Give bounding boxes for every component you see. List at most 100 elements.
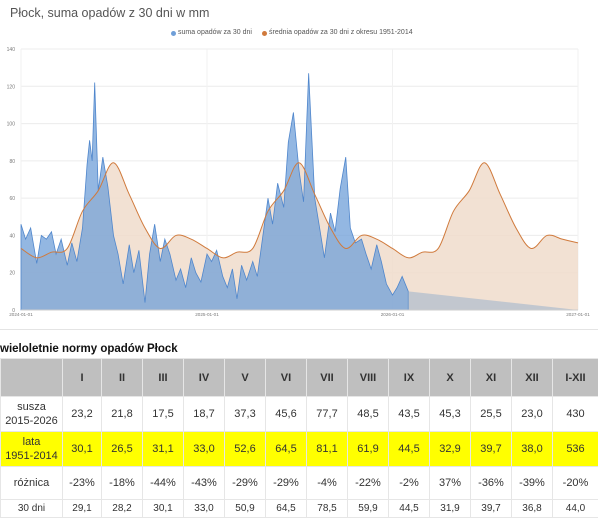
table-cell: 17,5 — [142, 396, 184, 432]
table-header-cell: V — [224, 358, 266, 397]
table-row-label: susza 2015-2026 — [0, 396, 63, 432]
table-cell: 23,2 — [62, 396, 102, 432]
table-cell: 39,7 — [470, 499, 512, 518]
table-cell: 45,3 — [429, 396, 471, 432]
table-header-cell: IX — [388, 358, 430, 397]
table-cell: 50,9 — [224, 499, 266, 518]
y-tick-label: 40 — [9, 233, 15, 239]
table-row-difference: różnica -23% -18% -44% -43% -29% -29% -4% -22% -2… — [0, 466, 598, 500]
table-cell: -43% — [183, 466, 225, 500]
table-header-cell: II — [101, 358, 143, 397]
table-cell: 43,5 — [388, 396, 430, 432]
table-cell: 25,5 — [470, 396, 512, 432]
norms-table: I II III IV V VI VII VIII IX X XI XII I-XII susza 201… — [0, 358, 598, 518]
table-cell: 23,0 — [511, 396, 553, 432]
row-label-line1: lata — [22, 436, 41, 448]
table-header-cell: I — [62, 358, 102, 397]
series-actual-area — [20, 73, 409, 311]
table-cell: 39,7 — [470, 431, 512, 467]
table-cell: 52,6 — [224, 431, 266, 467]
precipitation-chart: 0 20 40 60 80 100 120 140 2024-01-01 2025-01-01 20… — [7, 47, 591, 317]
legend-series1[interactable]: suma opadów za 30 dni — [178, 29, 252, 36]
table-header-row: I II III IV V VI VII VIII IX X XI XII I-XII — [0, 358, 598, 397]
table-row-label: różnica — [0, 466, 63, 500]
y-tick-label: 80 — [9, 159, 15, 165]
table-cell: 59,9 — [347, 499, 389, 518]
table-cell: 18,7 — [183, 396, 225, 432]
table-cell: 44,5 — [388, 499, 430, 518]
y-tick-label: 20 — [9, 271, 15, 277]
y-tick-label: 120 — [7, 84, 16, 90]
table-cell: 33,0 — [183, 499, 225, 518]
table-cell: 77,7 — [306, 396, 348, 432]
table-header-cell: III — [142, 358, 184, 397]
series-actual-projection — [408, 291, 578, 310]
table-cell: 30,1 — [62, 431, 102, 467]
legend-swatch-series1 — [171, 31, 176, 36]
table-row-drought: susza 2015-2026 23,2 21,8 17,5 18,7 37,3 45,6 77… — [0, 396, 598, 432]
table-cell: 28,2 — [101, 499, 143, 518]
table-cell: 81,1 — [306, 431, 348, 467]
table-cell: 37,3 — [224, 396, 266, 432]
table-header-corner — [0, 358, 63, 397]
table-cell: -22% — [347, 466, 389, 500]
x-tick-label: 2024-01-01 — [9, 312, 33, 317]
y-tick-label: 100 — [7, 122, 16, 128]
series-average-line — [20, 162, 579, 259]
table-cell: 21,8 — [101, 396, 143, 432]
table-cell: -18% — [101, 466, 143, 500]
table-header-cell: VII — [306, 358, 348, 397]
table-header-cell: IV — [183, 358, 225, 397]
table-row-30-days: 30 dni 29,1 28,2 30,1 33,0 50,9 64,5 78,5 59,9 44… — [0, 499, 598, 518]
table-cell: 61,9 — [347, 431, 389, 467]
chart-title: Płock, suma opadów z 30 dni w mm — [10, 6, 210, 20]
table-header-cell: X — [429, 358, 471, 397]
table-cell: -23% — [62, 466, 102, 500]
row-label-line1: susza — [17, 401, 46, 413]
row-label-line1: różnica — [13, 477, 50, 489]
table-header-cell: XI — [470, 358, 512, 397]
table-cell: 31,9 — [429, 499, 471, 518]
table-cell: -2% — [388, 466, 430, 500]
table-row-label: lata 1951-2014 — [0, 431, 63, 467]
x-tick-label: 2027-01-01 — [566, 312, 590, 317]
row-label-line2: 2015-2026 — [5, 415, 58, 427]
table-cell: -20% — [552, 466, 598, 500]
table-header-cell: XII — [511, 358, 553, 397]
table-cell: 38,0 — [511, 431, 553, 467]
table-cell: 48,5 — [347, 396, 389, 432]
table-cell: 32,9 — [429, 431, 471, 467]
table-cell: 44,5 — [388, 431, 430, 467]
table-cell: 36,8 — [511, 499, 553, 518]
legend-swatch-series2 — [262, 31, 267, 36]
y-tick-label: 60 — [9, 196, 15, 202]
table-cell: 430 — [552, 396, 598, 432]
x-tick-label: 2026-01-01 — [381, 312, 405, 317]
table-cell: 44,0 — [552, 499, 598, 518]
row-label-line2: 1951-2014 — [5, 450, 58, 462]
table-header-cell: I-XII — [552, 358, 598, 397]
table-cell: 33,0 — [183, 431, 225, 467]
y-tick-label: 140 — [7, 47, 16, 53]
norms-table-title: wieloletnie normy opadów Płock — [0, 343, 178, 355]
table-row-norm: lata 1951-2014 30,1 26,5 31,1 33,0 52,6 64,5 81,… — [0, 431, 598, 467]
table-header-cell: VIII — [347, 358, 389, 397]
table-cell: -39% — [511, 466, 553, 500]
y-tick-label: 0 — [12, 308, 15, 314]
table-cell: 64,5 — [265, 431, 307, 467]
row-label-line1: 30 dni — [17, 502, 46, 514]
table-cell: -4% — [306, 466, 348, 500]
table-cell: 37% — [429, 466, 471, 500]
table-cell: 31,1 — [142, 431, 184, 467]
table-cell: -36% — [470, 466, 512, 500]
table-row-label: 30 dni — [0, 499, 63, 518]
table-cell: 78,5 — [306, 499, 348, 518]
legend-series2[interactable]: średnia opadów za 30 dni z okresu 1951-2… — [269, 29, 413, 36]
table-cell: 45,6 — [265, 396, 307, 432]
x-tick-label: 2025-01-01 — [195, 312, 219, 317]
table-cell: 29,1 — [62, 499, 102, 518]
table-cell: 536 — [552, 431, 598, 467]
chart-panel: 0 20 40 60 80 100 120 140 2024-01-01 2025-01-01 20… — [0, 6, 598, 330]
table-header-cell: VI — [265, 358, 307, 397]
table-cell: 30,1 — [142, 499, 184, 518]
